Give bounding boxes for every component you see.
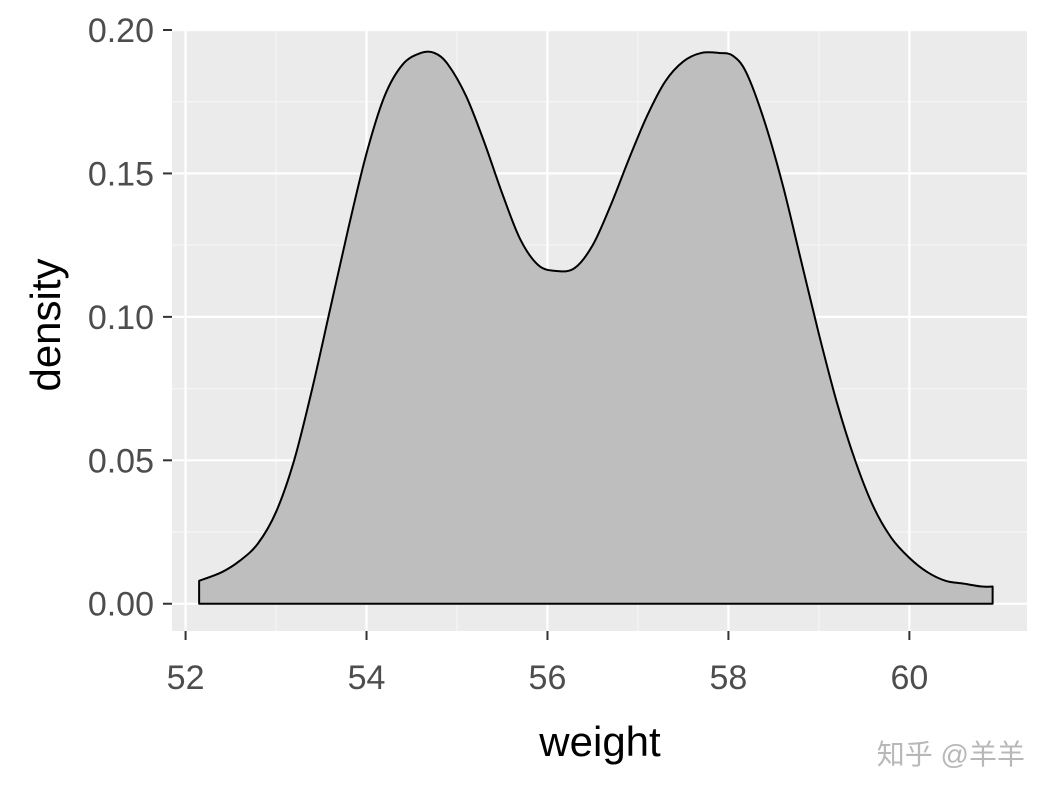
density-area (198, 50, 994, 605)
x-tick-label: 58 (710, 659, 748, 697)
x-tick-label: 60 (890, 659, 928, 697)
x-tick-label: 52 (167, 659, 205, 697)
y-tick-label: 0.20 (88, 12, 154, 50)
y-axis-title: density (22, 258, 69, 391)
density-area-layer (198, 50, 994, 605)
x-axis-title: weight (538, 718, 661, 765)
y-tick-label: 0.10 (88, 299, 154, 337)
watermark-text: 知乎 @羊羊 (877, 739, 1025, 770)
axes-layer: 52 54 56 58 60 0.00 0.05 0.10 0.15 0.20 (88, 12, 928, 697)
x-tick-label: 56 (529, 659, 567, 697)
y-tick-label: 0.00 (88, 586, 154, 624)
y-tick-label: 0.15 (88, 155, 154, 193)
y-tick-label: 0.05 (88, 442, 154, 480)
x-tick-label: 54 (348, 659, 386, 697)
